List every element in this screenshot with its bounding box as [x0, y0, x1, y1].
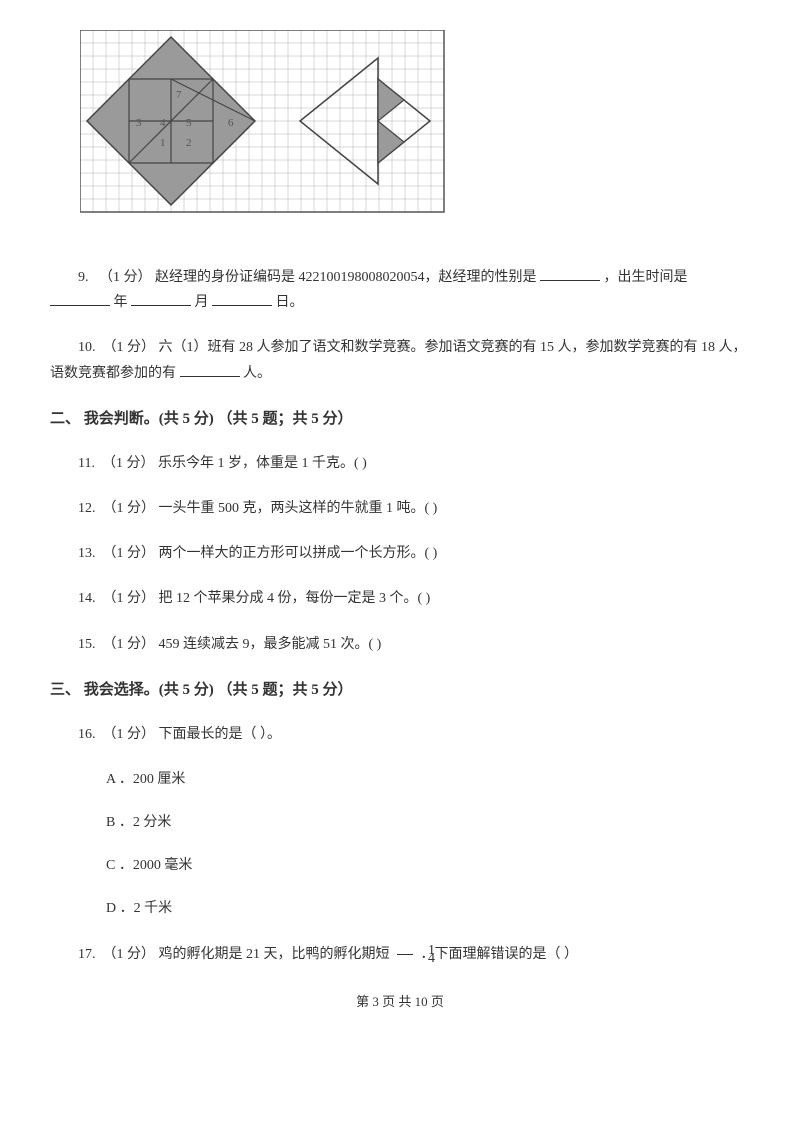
fraction-icon: 1 4	[397, 940, 413, 970]
question-number: 15.	[78, 637, 96, 652]
question-text: ．下面理解错误的是（ ）	[421, 947, 579, 962]
option-16-c[interactable]: C ．2000 毫米	[106, 853, 750, 878]
question-text: 年	[114, 295, 128, 310]
question-number: 13.	[78, 546, 96, 561]
svg-text:1: 1	[160, 137, 166, 149]
question-text: 两个一样大的正方形可以拼成一个长方形。( )	[159, 546, 438, 561]
option-16-b[interactable]: B ．2 分米	[106, 810, 750, 835]
question-number: 12.	[78, 501, 96, 516]
blank-year[interactable]	[50, 290, 110, 306]
page-footer: 第 3 页 共 10 页	[50, 990, 750, 1013]
question-points: （1 分）	[103, 637, 156, 652]
svg-text:2: 2	[186, 137, 192, 149]
question-text: 乐乐今年 1 岁，体重是 1 千克。( )	[158, 456, 367, 471]
question-14: 14. （1 分） 把 12 个苹果分成 4 份，每份一定是 3 个。( )	[50, 586, 750, 611]
question-number: 17.	[78, 947, 96, 962]
blank-month[interactable]	[131, 290, 191, 306]
question-text: 赵经理的身份证编码是 422100198008020054，赵经理的性别是	[155, 270, 537, 285]
blank-day[interactable]	[212, 290, 272, 306]
question-text: 六（1）班有 28 人参加了语文和数学竞赛。参加语文竞赛的有 15 人，参加数学…	[50, 340, 747, 380]
blank-count[interactable]	[180, 361, 240, 377]
question-number: 10.	[78, 340, 96, 355]
section-2-header: 二、 我会判断。(共 5 分) （共 5 题；共 5 分）	[50, 406, 750, 433]
question-13: 13. （1 分） 两个一样大的正方形可以拼成一个长方形。( )	[50, 541, 750, 566]
svg-text:5: 5	[186, 117, 192, 129]
option-16-a[interactable]: A ．200 厘米	[106, 767, 750, 792]
question-17: 17. （1 分） 鸡的孵化期是 21 天，比鸭的孵化期短 1 4 ．下面理解错…	[50, 940, 750, 970]
question-number: 14.	[78, 591, 96, 606]
question-16: 16. （1 分） 下面最长的是（ ）。	[50, 722, 750, 747]
question-text: ，出生时间是	[604, 270, 688, 285]
svg-text:4: 4	[160, 117, 166, 129]
question-12: 12. （1 分） 一头牛重 500 克，两头这样的牛就重 1 吨。( )	[50, 496, 750, 521]
question-text: 月	[195, 295, 209, 310]
question-15: 15. （1 分） 459 连续减去 9，最多能减 51 次。( )	[50, 632, 750, 657]
fraction-denominator: 4	[400, 946, 435, 971]
question-text: 人。	[243, 366, 271, 381]
svg-text:3: 3	[136, 117, 142, 129]
question-points: （1 分）	[102, 456, 155, 471]
question-points: （1 分）	[103, 947, 156, 962]
question-number: 16.	[78, 727, 96, 742]
question-9: 9. （1 分） 赵经理的身份证编码是 422100198008020054，赵…	[50, 265, 750, 315]
question-text: 把 12 个苹果分成 4 份，每份一定是 3 个。( )	[159, 591, 431, 606]
question-points: （1 分）	[103, 340, 156, 355]
question-text: 日。	[276, 295, 304, 310]
question-text: 下面最长的是（ ）。	[159, 727, 282, 742]
question-points: （1 分）	[99, 270, 152, 285]
question-points: （1 分）	[103, 501, 156, 516]
tangram-grid-figure: 7 3 4 5 6 1 2	[80, 30, 450, 240]
question-text: 459 连续减去 9，最多能减 51 次。( )	[159, 637, 382, 652]
question-number: 11.	[78, 456, 95, 471]
question-points: （1 分）	[103, 591, 156, 606]
svg-text:7: 7	[176, 89, 182, 101]
question-number: 9.	[78, 270, 89, 285]
question-points: （1 分）	[103, 727, 156, 742]
question-text: 一头牛重 500 克，两头这样的牛就重 1 吨。( )	[159, 501, 438, 516]
option-16-d[interactable]: D ．2 千米	[106, 896, 750, 921]
question-11: 11. （1 分） 乐乐今年 1 岁，体重是 1 千克。( )	[50, 451, 750, 476]
section-3-header: 三、 我会选择。(共 5 分) （共 5 题；共 5 分）	[50, 677, 750, 704]
blank-gender[interactable]	[540, 265, 600, 281]
svg-text:6: 6	[228, 117, 234, 129]
question-10: 10. （1 分） 六（1）班有 28 人参加了语文和数学竞赛。参加语文竞赛的有…	[50, 335, 750, 385]
question-text: 鸡的孵化期是 21 天，比鸭的孵化期短	[159, 947, 390, 962]
question-points: （1 分）	[103, 546, 156, 561]
